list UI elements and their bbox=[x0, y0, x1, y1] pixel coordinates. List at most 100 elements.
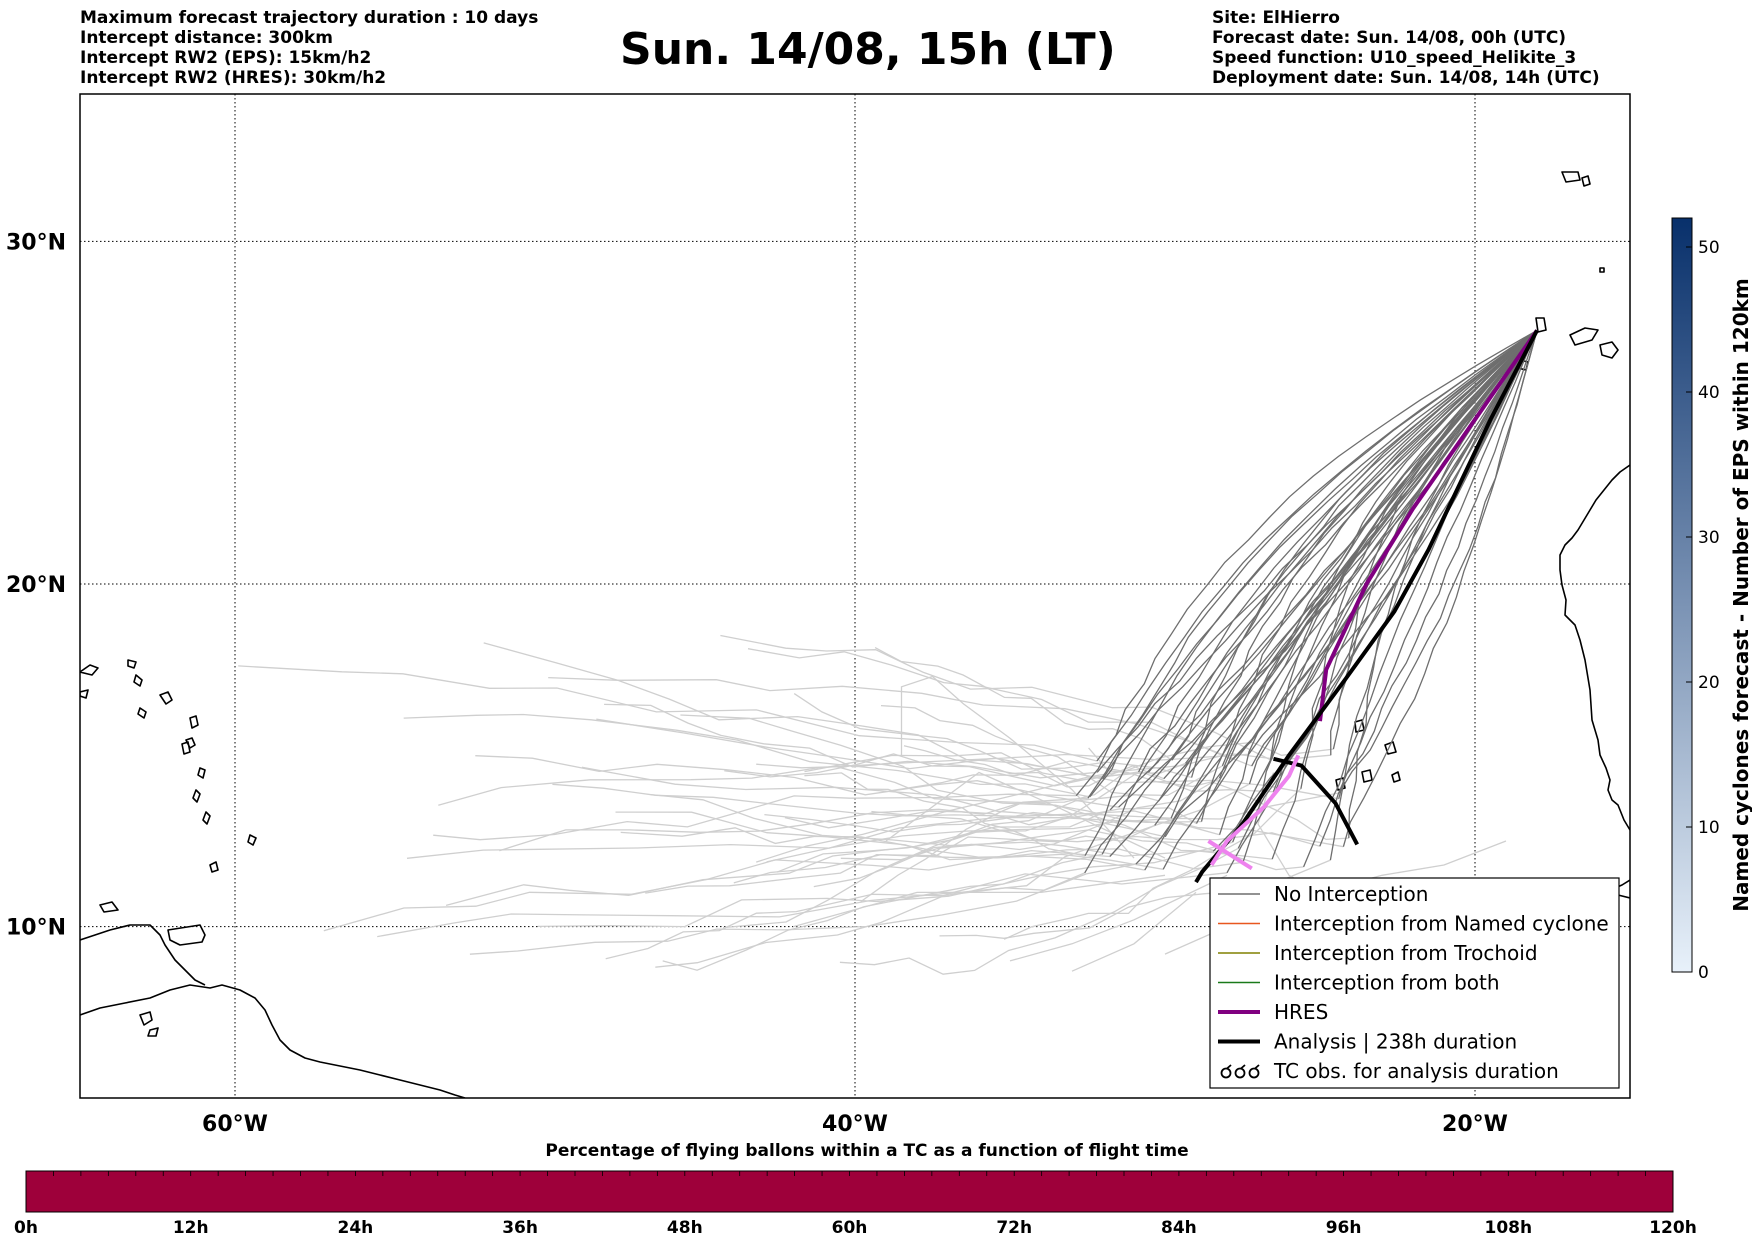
coast-cape-verde bbox=[1335, 719, 1401, 791]
trajectory-faint bbox=[581, 766, 1344, 848]
colorbar-bottom-title: Percentage of flying ballons within a TC… bbox=[545, 1141, 1188, 1161]
trajectory-faint bbox=[723, 765, 1223, 929]
colorbar-bottom-bar bbox=[25, 1170, 1674, 1213]
trajectory-faint bbox=[733, 824, 1155, 884]
trajectory-faint bbox=[804, 772, 1086, 857]
trajectories-faint bbox=[238, 634, 1507, 975]
trajectory-no-interception bbox=[1329, 330, 1538, 861]
trajectory-faint bbox=[537, 841, 1233, 928]
colorbar-right-label: Named cyclones forecast - Number of EPS … bbox=[1729, 278, 1752, 912]
latitude-labels: 30°N 20°N 10°N bbox=[6, 230, 66, 940]
lat-label: 10°N bbox=[6, 916, 66, 941]
trajectory-faint bbox=[784, 807, 1197, 829]
trajectory-faint bbox=[813, 777, 1220, 888]
lon-label: 60°W bbox=[202, 1112, 268, 1137]
trajectory-no-interception bbox=[1084, 329, 1538, 857]
trajectory-faint bbox=[548, 676, 1252, 767]
trajectory-faint bbox=[680, 714, 1214, 852]
legend-tc-symbol bbox=[1220, 1064, 1260, 1079]
colorbar-bottom-tick-label: 48h bbox=[667, 1218, 703, 1238]
colorbar-bottom-tick-label: 24h bbox=[338, 1218, 374, 1238]
legend-label: Interception from Named cyclone bbox=[1274, 912, 1609, 936]
trajectory-faint bbox=[1003, 788, 1302, 940]
trajectory-faint bbox=[871, 810, 1320, 847]
trajectory-faint bbox=[776, 771, 1139, 873]
trajectory-no-interception bbox=[1269, 329, 1538, 760]
trajectory-no-interception bbox=[1163, 329, 1538, 780]
colorbar-bottom-tick-label: 12h bbox=[173, 1218, 209, 1238]
analysis-track-loop bbox=[1273, 756, 1359, 846]
trajectories-no-interception bbox=[1075, 329, 1538, 874]
trajectory-no-interception bbox=[1272, 330, 1538, 792]
trajectory-no-interception bbox=[1338, 330, 1538, 799]
colorbar-bottom-tick-label: 108h bbox=[1485, 1218, 1533, 1238]
trajectory-no-interception bbox=[1248, 330, 1538, 755]
colorbar-named-cyclones: 0 10 20 30 40 50 Named cyclones forecast - Nu… bbox=[1671, 217, 1752, 983]
trajectory-no-interception bbox=[1135, 330, 1538, 865]
trajectory-faint bbox=[874, 647, 1173, 761]
legend-label: No Interception bbox=[1274, 882, 1428, 906]
colorbar-bottom-tick-label: 84h bbox=[1161, 1218, 1197, 1238]
trajectory-faint bbox=[792, 874, 1166, 928]
trajectory-faint bbox=[475, 755, 1119, 808]
header-right-info: Site: ElHierro Forecast date: Sun. 14/08… bbox=[1212, 8, 1600, 88]
trajectory-no-interception bbox=[1089, 329, 1538, 798]
map-frame bbox=[79, 93, 1631, 1099]
trajectory-faint bbox=[433, 793, 1077, 841]
colorbar-bottom-tick-label: 36h bbox=[502, 1218, 538, 1238]
trajectory-faint bbox=[605, 872, 1085, 960]
trajectory-no-interception bbox=[1190, 329, 1538, 778]
colorbar-right-tick-label: 0 bbox=[1698, 963, 1709, 983]
trajectory-faint bbox=[1071, 891, 1197, 972]
trajectory-no-interception bbox=[1171, 329, 1538, 761]
trajectory-no-interception bbox=[1251, 330, 1538, 767]
header-deployment-date: Deployment date: Sun. 14/08, 14h (UTC) bbox=[1212, 68, 1600, 88]
trajectory-faint bbox=[840, 829, 1304, 871]
trajectory-no-interception bbox=[1338, 330, 1538, 794]
trajectory-faint bbox=[756, 763, 1220, 836]
trajectory-faint bbox=[620, 827, 1145, 871]
colorbar-bottom-tick-label: 60h bbox=[832, 1218, 868, 1238]
trajectory-faint bbox=[323, 849, 1110, 932]
coast-south-america bbox=[80, 984, 466, 1098]
trajectory-faint bbox=[900, 675, 1135, 859]
header-left-info: Maximum forecast trajectory duration : 1… bbox=[80, 8, 538, 88]
trajectory-no-interception bbox=[1138, 329, 1538, 773]
trajectory-no-interception bbox=[1242, 329, 1538, 863]
colorbar-right-tick-label: 50 bbox=[1698, 238, 1720, 258]
colorbar-bottom-tick-label: 72h bbox=[996, 1218, 1032, 1238]
header-intercept-hres: Intercept RW2 (HRES): 30km/h2 bbox=[80, 68, 387, 88]
trajectory-no-interception bbox=[1200, 329, 1538, 822]
header-intercept-distance: Intercept distance: 300km bbox=[80, 28, 333, 48]
colorbar-bottom-tick-label: 96h bbox=[1326, 1218, 1362, 1238]
coastlines bbox=[80, 171, 1630, 1098]
trajectory-no-interception bbox=[1096, 329, 1538, 762]
trajectory-no-interception bbox=[1319, 330, 1538, 847]
header-max-duration: Maximum forecast trajectory duration : 1… bbox=[80, 8, 539, 28]
trajectory-faint bbox=[552, 783, 1172, 819]
header-site: Site: ElHierro bbox=[1212, 8, 1340, 28]
hres-track bbox=[1318, 329, 1539, 722]
header-speed-function: Speed function: U10_speed_Helikite_3 bbox=[1212, 48, 1577, 68]
legend-label: HRES bbox=[1274, 1000, 1328, 1024]
trajectory-no-interception bbox=[1087, 329, 1538, 799]
trajectory-faint bbox=[377, 872, 1228, 938]
coast-abc-islands bbox=[139, 1011, 159, 1037]
trajectory-faint bbox=[766, 792, 1340, 863]
header-forecast-date: Forecast date: Sun. 14/08, 00h (UTC) bbox=[1212, 28, 1567, 48]
trajectory-faint bbox=[903, 745, 1165, 788]
trajectory-faint bbox=[445, 809, 1111, 907]
coast-lesser-antilles bbox=[80, 659, 257, 913]
trajectory-faint bbox=[764, 811, 1166, 838]
trajectory-faint bbox=[839, 847, 1239, 975]
colorbar-right-tick-label: 20 bbox=[1698, 673, 1720, 693]
trajectory-faint bbox=[885, 771, 1166, 859]
colorbar-right-bar bbox=[1671, 217, 1693, 973]
trajectory-faint bbox=[238, 665, 1098, 762]
longitude-labels: 60°W 40°W 20°W bbox=[202, 1112, 1508, 1137]
colorbar-bottom-tick-label: 0h bbox=[14, 1218, 38, 1238]
trajectory-faint bbox=[747, 648, 1233, 761]
map-plot-area bbox=[80, 94, 1630, 1098]
coast-venezuela bbox=[80, 924, 206, 986]
